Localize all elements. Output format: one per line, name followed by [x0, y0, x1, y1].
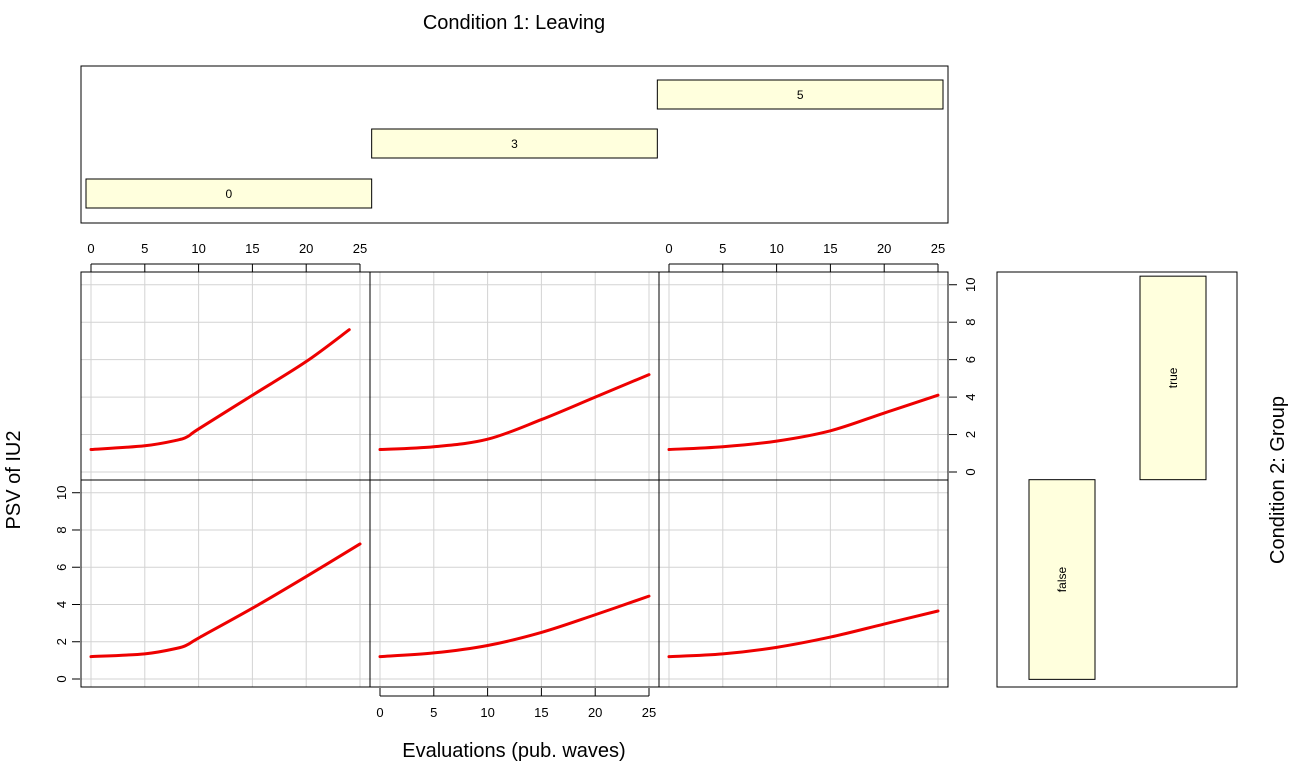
y-tick-label: 8 [54, 526, 69, 533]
group-given-panel: false true [996, 271, 1238, 688]
series-line [89, 328, 351, 452]
group-level-label: false [1055, 567, 1069, 593]
series-line [667, 609, 940, 659]
y-tick-label: 8 [963, 319, 978, 326]
series-line [667, 393, 940, 452]
x-tick-label: 25 [353, 241, 367, 256]
panel-0-false [80, 479, 371, 688]
y-tick-label: 2 [54, 638, 69, 645]
x-tick-label: 15 [534, 705, 548, 720]
y-tick-label: 0 [963, 468, 978, 475]
y-tick-label: 4 [54, 601, 69, 608]
panel-frame [658, 479, 949, 688]
x-tick-label: 0 [376, 705, 383, 720]
leaving-level-label: 0 [225, 187, 232, 201]
leaving-level-bar [371, 128, 658, 159]
panel-grid [80, 271, 949, 688]
x-axis-label: Evaluations (pub. waves) [402, 740, 625, 762]
leaving-level-label: 3 [511, 137, 518, 151]
panel-5-false [658, 479, 949, 688]
panel-5-true [658, 271, 949, 481]
x-tick-label: 5 [430, 705, 437, 720]
y-axis-label: PSV of IU2 [3, 431, 25, 530]
leaving-level-label: 5 [797, 88, 804, 102]
row-condition-label: Condition 2: Group [1267, 396, 1289, 564]
group-level-label: true [1166, 367, 1180, 388]
x-tick-label: 5 [719, 241, 726, 256]
x-tick-label: 25 [642, 705, 656, 720]
panel-3-false [369, 479, 660, 688]
series-line [378, 594, 651, 659]
x-tick-label: 20 [299, 241, 313, 256]
group-level-bar [1139, 275, 1207, 481]
axes: 0 5 10 15 20 25 0 5 10 15 20 25 0 5 10 15 20 25 0 2 4 6 8 10 0 2 4… [54, 241, 978, 720]
y-tick-label: 10 [54, 485, 69, 499]
x-tick-label: 10 [191, 241, 205, 256]
x-tick-label: 25 [931, 241, 945, 256]
y-tick-label: 4 [963, 393, 978, 400]
x-tick-label: 20 [877, 241, 891, 256]
x-tick-label: 5 [141, 241, 148, 256]
x-tick-label: 0 [665, 241, 672, 256]
leaving-level-bar [85, 178, 373, 209]
y-tick-label: 10 [963, 278, 978, 292]
chart-title: Condition 1: Leaving [423, 12, 605, 34]
x-tick-label: 20 [588, 705, 602, 720]
x-tick-label: 10 [480, 705, 494, 720]
x-tick-label: 15 [823, 241, 837, 256]
panel-3-true [369, 271, 660, 481]
y-tick-label: 0 [54, 675, 69, 682]
panel-0-true [80, 271, 371, 481]
group-panel-frame [996, 271, 1238, 688]
x-tick-label: 15 [245, 241, 259, 256]
x-tick-label: 10 [769, 241, 783, 256]
leaving-level-bar [656, 79, 944, 110]
y-tick-label: 6 [54, 564, 69, 571]
leaving-given-panel: 0 3 5 [80, 65, 949, 224]
x-tick-label: 0 [87, 241, 94, 256]
y-tick-label: 2 [963, 431, 978, 438]
series-line [89, 542, 362, 659]
leaving-panel-frame [80, 65, 949, 224]
y-tick-label: 6 [963, 356, 978, 363]
series-line [378, 373, 651, 452]
group-level-bar [1028, 479, 1096, 680]
